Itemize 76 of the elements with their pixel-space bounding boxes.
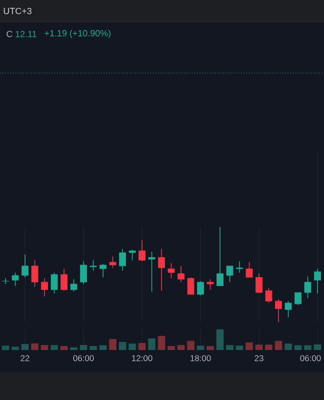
text: UTC+3 (4, 8, 32, 14)
bar (118, 342, 126, 350)
bar (2, 346, 10, 350)
candlestick (275, 298, 282, 322)
bar (21, 344, 29, 350)
candlestick (109, 256, 116, 268)
bar (80, 345, 88, 350)
bar (226, 345, 234, 350)
text: +1.19 (+10.90%) (44, 30, 110, 38)
x-tick-label: 06:00 (300, 355, 321, 362)
candlestick (138, 240, 146, 262)
candlestick (12, 272, 19, 286)
candlestick (148, 251, 156, 292)
candlestick (90, 260, 97, 272)
bar (12, 346, 19, 350)
candlestick (41, 278, 48, 297)
bar (158, 336, 166, 350)
candlestick (187, 276, 194, 295)
text: C (6, 30, 12, 38)
candlestick (2, 278, 9, 284)
bar (206, 346, 214, 350)
candlestick (206, 278, 214, 290)
x-tick-label: 23 (254, 355, 264, 362)
candlestick (158, 248, 165, 292)
bar (50, 345, 58, 350)
text: 12.11 (16, 30, 36, 38)
bar (274, 340, 282, 350)
x-tick-label: 06:00 (73, 355, 94, 362)
bar (148, 338, 156, 350)
bar (314, 344, 322, 350)
candlestick (178, 266, 184, 282)
candlestick (60, 268, 68, 292)
candlestick (70, 278, 78, 292)
candlestick (22, 254, 28, 278)
candlestick (80, 260, 87, 284)
bar (196, 346, 204, 350)
bar (138, 342, 146, 350)
bar (168, 346, 175, 350)
candlestick (294, 292, 302, 306)
candlestick (50, 272, 58, 294)
candlestick (284, 300, 292, 318)
bar (284, 344, 292, 350)
bar (70, 347, 78, 350)
bar (90, 346, 97, 350)
candlestick (236, 260, 243, 273)
bar (216, 329, 224, 350)
candlestick (265, 287, 272, 304)
candlestick (128, 249, 136, 261)
candlestick (304, 276, 312, 299)
bar (109, 339, 116, 350)
x-tick-label: 22 (20, 355, 30, 362)
bar (265, 344, 272, 350)
candlestick (246, 262, 253, 278)
bar (60, 346, 68, 350)
candlestick (197, 280, 204, 296)
bar (236, 346, 244, 350)
x-tick-label: 12:00 (132, 355, 152, 362)
bar (304, 345, 312, 350)
candlestick (314, 268, 321, 294)
bar (128, 344, 136, 350)
x-tick-label: 18:00 (190, 355, 211, 362)
candlestick (216, 226, 224, 286)
candlestick (31, 260, 38, 288)
bar (40, 345, 48, 350)
candlestick (226, 266, 234, 282)
bar (187, 340, 194, 350)
bar (246, 342, 253, 350)
candlestick (100, 264, 106, 278)
bar (255, 344, 263, 350)
bar (294, 345, 302, 350)
candlestick (256, 273, 262, 293)
candlestick (168, 262, 175, 279)
bar (177, 345, 185, 350)
candlestick (119, 248, 126, 272)
bar (99, 345, 107, 350)
bar (31, 343, 38, 350)
